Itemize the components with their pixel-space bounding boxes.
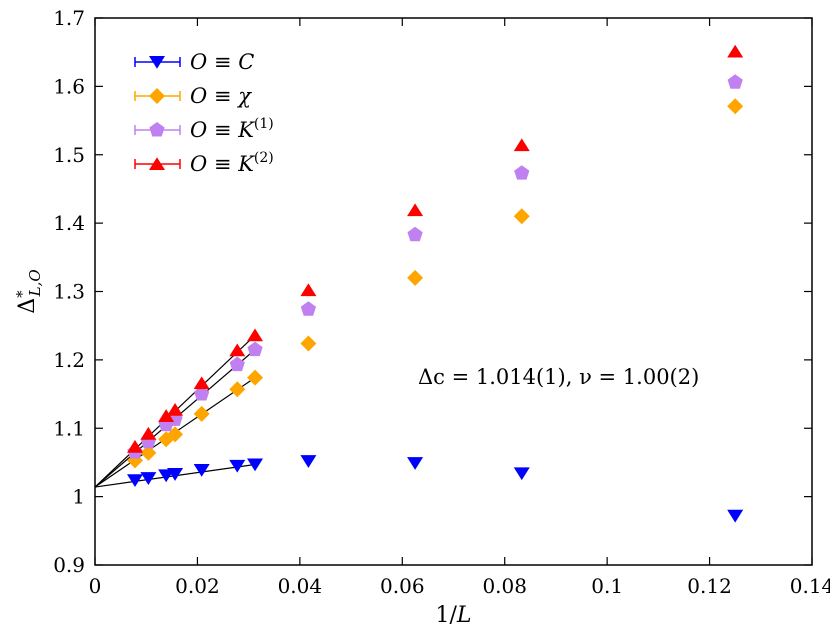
legend-label: O ≡ χ	[190, 84, 252, 108]
x-tick-label: 0.02	[175, 574, 220, 598]
y-tick-label: 1.2	[53, 348, 85, 372]
data-point	[193, 463, 210, 477]
data-point	[193, 405, 210, 422]
legend-label: O ≡ K(1)	[190, 116, 274, 142]
y-tick-label: 1.4	[53, 211, 85, 235]
data-point	[247, 369, 264, 386]
data-point	[513, 467, 530, 481]
legend: O ≡ C O ≡ χ O ≡ K(1) O ≡ K(2)	[134, 50, 274, 176]
data-point	[140, 426, 157, 440]
series-0	[126, 455, 744, 523]
data-point	[727, 509, 744, 523]
y-tick-label: 0.9	[53, 553, 85, 577]
data-point	[158, 409, 175, 422]
data-point	[167, 402, 184, 416]
data-point	[300, 455, 317, 468]
y-tick-label: 1.7	[53, 6, 85, 30]
y-tick-label: 1.1	[53, 416, 85, 440]
y-axis-label: Δ*L,O	[13, 269, 44, 313]
data-point	[407, 226, 423, 242]
data-point	[247, 341, 263, 357]
data-point	[514, 165, 530, 180]
data-point	[140, 472, 157, 485]
y-tick-label: 1.5	[53, 143, 85, 167]
data-point	[300, 283, 317, 297]
data-point	[727, 44, 744, 58]
data-point	[407, 269, 424, 286]
x-tick-label: 0.06	[380, 574, 425, 598]
series-1	[126, 98, 744, 469]
y-tick-label: 1	[72, 485, 85, 509]
x-tick-label: 0.04	[278, 574, 323, 598]
data-point	[247, 328, 264, 342]
series-3	[126, 44, 744, 453]
data-point	[513, 208, 530, 225]
data-point	[407, 457, 424, 470]
data-point	[194, 386, 210, 401]
y-tick-label: 1.6	[53, 74, 85, 98]
data-point	[229, 459, 246, 473]
x-axis-label: 1/L	[435, 603, 471, 628]
legend-entry: O ≡ K(1)	[134, 116, 274, 142]
x-tick-label: 0	[89, 574, 102, 598]
legend-marker	[149, 56, 165, 69]
data-point	[229, 343, 246, 357]
x-tick-label: 0.12	[687, 574, 732, 598]
data-point	[229, 356, 245, 372]
data-point	[126, 439, 143, 453]
data-point	[193, 376, 210, 390]
fit-annotation: Δc = 1.014(1), ν = 1.00(2)	[418, 365, 699, 389]
data-point	[140, 444, 157, 461]
data-points	[126, 44, 744, 523]
axes	[94, 17, 813, 566]
legend-label: O ≡ K(2)	[190, 150, 274, 176]
data-point	[407, 203, 424, 217]
legend-marker	[149, 157, 165, 170]
x-tick-label: 0.14	[790, 574, 830, 598]
data-point	[727, 74, 743, 89]
tick-labels: 0 0.02 0.04 0.06 0.08 0.1 0.12 0.14 0.9 1 1.1 1.2 1.…	[53, 6, 830, 598]
x-tick-label: 0.1	[591, 574, 623, 598]
legend-entry: O ≡ χ	[134, 84, 252, 108]
data-point	[300, 301, 317, 316]
data-point	[513, 138, 530, 152]
legend-marker	[149, 88, 165, 104]
y-tick-label: 1.3	[53, 280, 85, 304]
legend-label: O ≡ C	[190, 50, 254, 74]
data-point	[167, 468, 184, 481]
data-point	[247, 458, 264, 472]
data-point	[300, 335, 317, 352]
legend-entry: O ≡ C	[134, 50, 254, 74]
legend-marker	[149, 122, 165, 137]
data-point	[126, 474, 143, 488]
legend-entry: O ≡ K(2)	[134, 150, 274, 176]
data-point	[229, 381, 246, 398]
x-tick-label: 0.08	[482, 574, 527, 598]
data-point	[727, 98, 744, 115]
